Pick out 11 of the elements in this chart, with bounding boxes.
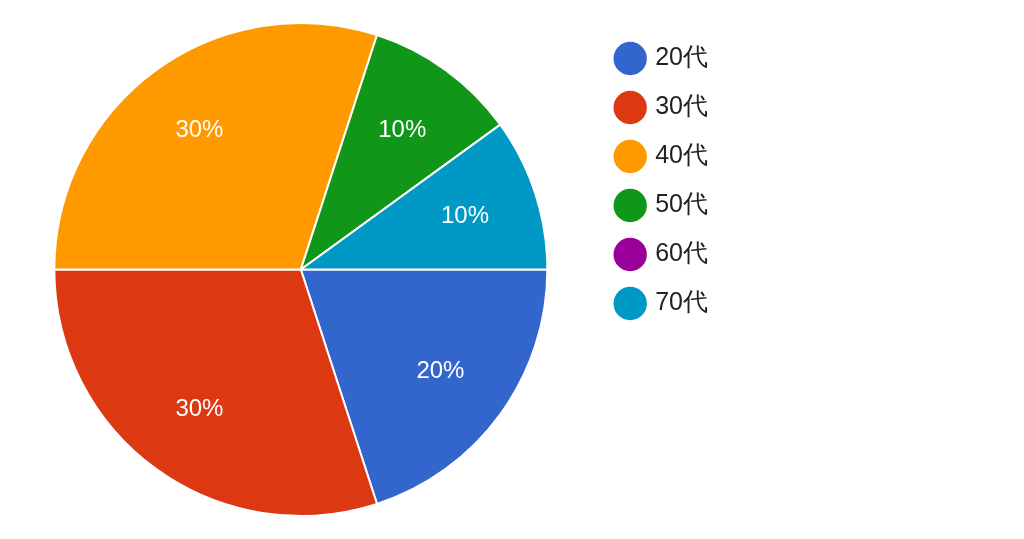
data-label: 10% bbox=[378, 114, 427, 142]
legend-label: 40代 bbox=[655, 140, 708, 169]
legend-label: 20代 bbox=[655, 42, 708, 71]
data-label: 10% bbox=[440, 200, 489, 228]
data-label: 30% bbox=[175, 114, 224, 142]
legend-label: 50代 bbox=[655, 189, 708, 218]
data-label: 30% bbox=[175, 393, 224, 421]
legend-label: 30代 bbox=[655, 91, 708, 120]
legend-label: 60代 bbox=[655, 238, 708, 267]
legend-label: 70代 bbox=[655, 287, 708, 316]
data-label: 20% bbox=[416, 355, 465, 383]
